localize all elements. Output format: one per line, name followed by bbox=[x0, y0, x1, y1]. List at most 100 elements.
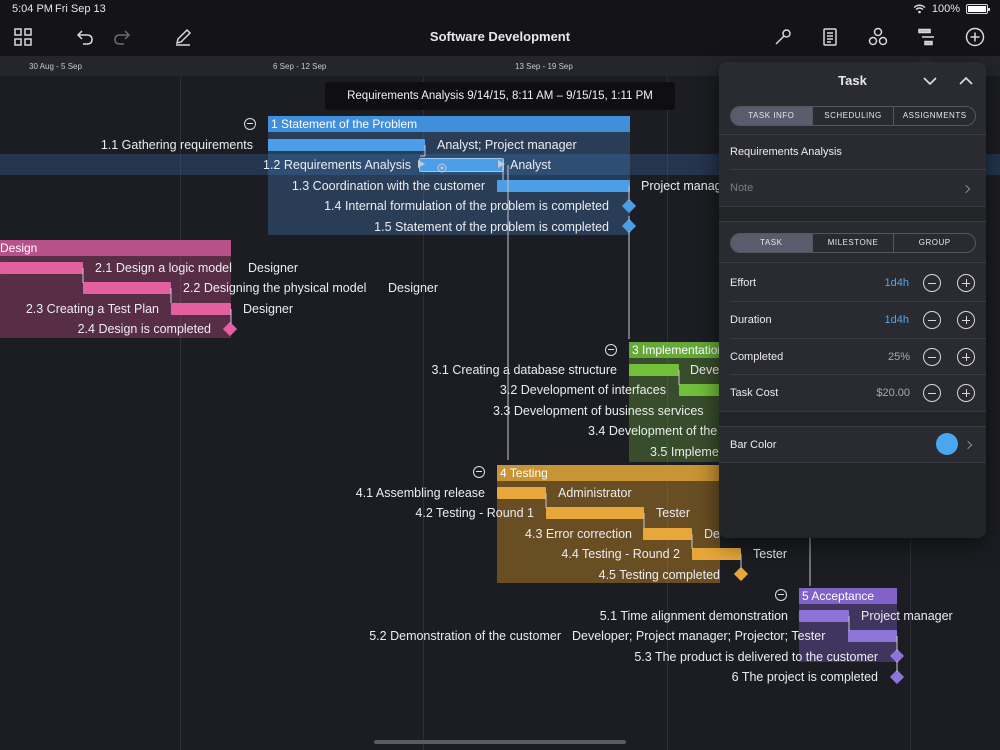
task-label[interactable]: 4.1 Assembling release bbox=[355, 486, 485, 500]
task-label[interactable]: 2.4 Design is completed bbox=[77, 322, 211, 336]
duration-plus-icon[interactable] bbox=[957, 311, 975, 329]
task-label[interactable]: 2.2 Designing the physical model bbox=[183, 281, 367, 295]
task-bar[interactable] bbox=[268, 139, 425, 151]
task-label[interactable]: 4.4 Testing - Round 2 bbox=[561, 547, 680, 561]
task-bar[interactable] bbox=[497, 487, 546, 499]
milestone-diamond[interactable] bbox=[889, 669, 905, 685]
group-bar-testing[interactable]: 4 Testing bbox=[497, 465, 720, 481]
task-bar[interactable] bbox=[171, 303, 231, 315]
chevron-down-icon[interactable] bbox=[921, 72, 939, 90]
group-bar-implementation[interactable]: 3 Implementation bbox=[629, 342, 720, 358]
collapse-icon[interactable] bbox=[244, 118, 256, 130]
effort-plus-icon[interactable] bbox=[957, 274, 975, 292]
task-bar[interactable] bbox=[629, 364, 679, 376]
group-bar-statement[interactable]: 1 Statement of the Problem bbox=[268, 116, 630, 132]
task-cost-value[interactable]: $20.00 bbox=[876, 387, 910, 399]
task-label[interactable]: 4.3 Error correction bbox=[525, 527, 632, 541]
tab-task-info[interactable]: TASK INFO bbox=[731, 107, 812, 125]
task-resource: Analyst bbox=[510, 158, 551, 172]
redo-icon[interactable] bbox=[108, 23, 136, 51]
chevron-right-icon bbox=[963, 440, 973, 450]
task-label[interactable]: 5.2 Demonstration of the customer bbox=[369, 629, 561, 643]
tab-scheduling[interactable]: SCHEDULING bbox=[811, 107, 894, 125]
task-bar[interactable] bbox=[546, 507, 644, 519]
task-label[interactable]: 5.3 The product is delivered to the cust… bbox=[634, 650, 878, 664]
status-date: Fri Sep 13 bbox=[55, 3, 106, 15]
task-bar[interactable] bbox=[679, 384, 720, 396]
task-resource: Developer; Project manager; Projector; T… bbox=[572, 629, 826, 643]
task-label[interactable]: 3.3 Development of business services bbox=[493, 404, 704, 418]
task-label[interactable]: 1.5 Statement of the problem is complete… bbox=[374, 220, 609, 234]
task-label[interactable]: 4.2 Testing - Round 1 bbox=[415, 506, 534, 520]
undo-icon[interactable] bbox=[71, 23, 99, 51]
task-label[interactable]: 1.1 Gathering requirements bbox=[100, 138, 253, 152]
completed-minus-icon[interactable] bbox=[923, 348, 941, 366]
task-bar[interactable] bbox=[643, 528, 692, 540]
wrench-icon[interactable] bbox=[769, 23, 797, 51]
task-label[interactable]: 1.2 Requirements Analysis bbox=[263, 158, 411, 172]
duration-minus-icon[interactable] bbox=[923, 311, 941, 329]
task-label[interactable]: 2.1 Design a logic model bbox=[95, 261, 232, 275]
panel-caret bbox=[917, 55, 933, 63]
task-date-tooltip: Requirements Analysis 9/14/15, 8:11 AM –… bbox=[325, 82, 675, 110]
type-milestone[interactable]: MILESTONE bbox=[811, 234, 894, 252]
task-resource: Designer bbox=[243, 302, 294, 316]
note-field[interactable]: Note bbox=[730, 182, 754, 194]
panel-tabs: TASK INFO SCHEDULING ASSIGNMENTS bbox=[730, 106, 976, 126]
bar-color-swatch[interactable] bbox=[936, 433, 958, 455]
task-bar[interactable] bbox=[848, 630, 897, 642]
collapse-icon[interactable] bbox=[473, 466, 485, 478]
week-divider bbox=[423, 76, 424, 750]
task-label[interactable]: 3.5 Impleme bbox=[650, 445, 719, 459]
chevron-up-icon[interactable] bbox=[957, 72, 975, 90]
task-bar[interactable] bbox=[692, 548, 741, 560]
task-cost-label: Task Cost bbox=[730, 387, 779, 399]
task-label[interactable]: 6 The project is completed bbox=[731, 670, 878, 684]
gantt-icon[interactable] bbox=[913, 23, 941, 51]
week-label: 30 Aug - 5 Sep bbox=[29, 62, 82, 71]
week-label: 6 Sep - 12 Sep bbox=[273, 62, 327, 71]
task-label[interactable]: 4.5 Testing completed bbox=[598, 568, 720, 582]
document-title: Software Development bbox=[429, 29, 571, 44]
task-label[interactable]: 1.4 Internal formulation of the problem … bbox=[324, 199, 609, 213]
task-name-field[interactable]: Requirements Analysis bbox=[730, 146, 842, 158]
document-icon[interactable] bbox=[816, 23, 844, 51]
group-area-3 bbox=[629, 342, 720, 462]
milestone-diamond[interactable] bbox=[733, 566, 749, 582]
cost-plus-icon[interactable] bbox=[957, 384, 975, 402]
group-bar-design[interactable]: Design bbox=[0, 240, 231, 256]
home-indicator[interactable] bbox=[374, 740, 626, 744]
cost-minus-icon[interactable] bbox=[923, 384, 941, 402]
task-label[interactable]: 2.3 Creating a Test Plan bbox=[25, 302, 159, 316]
week-divider bbox=[667, 76, 668, 750]
collapse-icon[interactable] bbox=[605, 344, 617, 356]
task-label[interactable]: 5.1 Time alignment demonstration bbox=[599, 609, 788, 623]
tab-assignments[interactable]: ASSIGNMENTS bbox=[893, 107, 975, 125]
group-bar-acceptance[interactable]: 5 Acceptance bbox=[799, 588, 897, 604]
task-label[interactable]: 1.3 Coordination with the customer bbox=[291, 179, 485, 193]
task-label[interactable]: 3.1 Creating a database structure bbox=[431, 363, 617, 377]
chevron-right-icon bbox=[961, 184, 971, 194]
type-task[interactable]: TASK bbox=[731, 234, 812, 252]
task-bar[interactable] bbox=[799, 610, 849, 622]
type-group[interactable]: GROUP bbox=[893, 234, 975, 252]
task-bar-selected[interactable] bbox=[419, 158, 504, 172]
pencil-icon[interactable] bbox=[169, 23, 197, 51]
status-bar: 5:04 PM Fri Sep 13 100% bbox=[0, 0, 1000, 18]
completed-value[interactable]: 25% bbox=[887, 351, 910, 363]
collapse-icon[interactable] bbox=[775, 589, 787, 601]
task-label[interactable]: 3.2 Development of interfaces bbox=[499, 383, 666, 397]
grid-icon[interactable] bbox=[9, 23, 37, 51]
task-label[interactable]: 3.4 Development of the bbox=[588, 424, 718, 438]
effort-minus-icon[interactable] bbox=[923, 274, 941, 292]
duration-value[interactable]: 1d4h bbox=[884, 314, 909, 326]
add-icon[interactable] bbox=[961, 23, 989, 51]
status-time: 5:04 PM bbox=[12, 3, 53, 15]
completed-plus-icon[interactable] bbox=[957, 348, 975, 366]
task-bar[interactable] bbox=[0, 262, 83, 274]
resources-icon[interactable] bbox=[864, 23, 892, 51]
task-bar[interactable] bbox=[497, 180, 630, 192]
task-bar[interactable] bbox=[83, 282, 171, 294]
effort-value[interactable]: 1d4h bbox=[884, 277, 909, 289]
battery-icon bbox=[966, 4, 990, 14]
